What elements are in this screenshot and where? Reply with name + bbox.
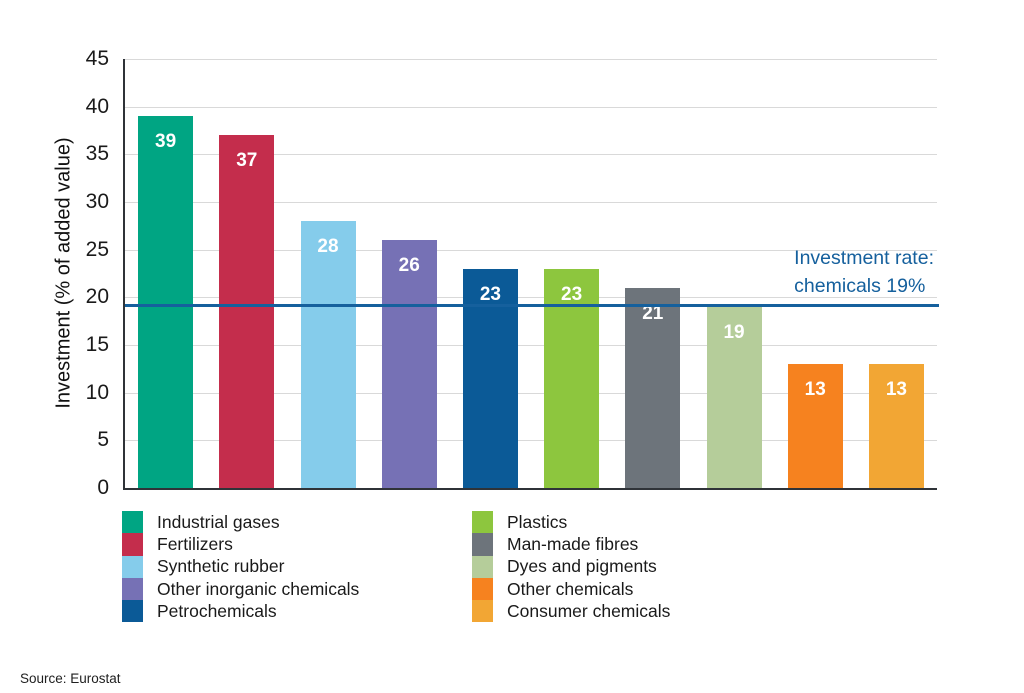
gridline [125, 202, 937, 203]
legend-swatch [472, 533, 493, 556]
legend-item: Fertilizers [122, 533, 359, 556]
legend-column-2: Plastics Man-made fibres Dyes and pigments… [472, 511, 671, 623]
legend-label: Petrochemicals [157, 600, 277, 621]
y-tick-label: 40 [85, 94, 109, 118]
bar-value-label: 13 [804, 379, 826, 401]
legend-swatch [472, 577, 493, 601]
bar-slot: 39 [125, 59, 206, 488]
bar-slot: 21 [612, 59, 693, 488]
bar-petrochemicals: 23 [462, 268, 518, 488]
bar-value-label: 23 [561, 283, 583, 305]
bar-value-label: 37 [236, 150, 258, 172]
legend-item: Plastics [472, 511, 670, 534]
legend-item: Petrochemicals [122, 600, 359, 623]
y-tick-label: 0 [97, 476, 109, 499]
legend-label: Fertilizers [157, 533, 233, 554]
legend-item: Consumer chemicals [472, 600, 671, 623]
bar-value-label: 21 [642, 302, 664, 324]
legend-item: Other chemicals [472, 577, 670, 601]
gridline [125, 59, 937, 60]
gridline [125, 345, 937, 346]
bar-slot: 23 [531, 59, 612, 488]
bar-value-label: 13 [885, 379, 907, 401]
bar-other-inorganic-chemicals: 26 [381, 240, 437, 488]
bar-industrial-gases: 39 [138, 116, 194, 488]
legend-swatch [472, 511, 493, 534]
legend-column-1: Industrial gases Fertilizers Synthetic rub… [122, 511, 360, 623]
bar-slot: 23 [450, 59, 531, 488]
bar-slot: 13 [775, 59, 856, 488]
plot-area: 39 37 28 26 23 23 21 19 13 13 Investment rate: ch… [123, 59, 939, 490]
legend-item: Industrial gases [122, 511, 359, 534]
legend-item: Other inorganic chemicals [122, 577, 360, 601]
bar-dyes-and-pigments: 19 [706, 306, 762, 488]
bar-slot: 37 [206, 59, 287, 488]
bar-slot: 28 [287, 59, 368, 488]
source-note: Source: Eurostat [20, 671, 121, 686]
legend-swatch [122, 555, 143, 578]
legend-swatch [122, 511, 143, 534]
bar-plastics: 23 [544, 268, 600, 488]
bar-value-label: 28 [317, 236, 339, 258]
y-tick-label: 45 [85, 47, 109, 70]
legend-label: Other inorganic chemicals [157, 578, 360, 599]
bar-slot: 19 [693, 59, 774, 488]
legend-label: Consumer chemicals [507, 600, 671, 621]
reference-line [125, 303, 939, 307]
gridline [125, 297, 937, 299]
bar-fertilizers: 37 [219, 135, 275, 488]
y-tick-label: 25 [85, 237, 109, 261]
reference-annotation: Investment rate: chemicals 19% [794, 244, 934, 300]
y-tick-label: 35 [85, 142, 109, 166]
legend-swatch [122, 533, 143, 556]
bar-slot: 13 [856, 59, 937, 488]
bar-man-made-fibres: 21 [625, 287, 681, 488]
legend-swatch [122, 577, 143, 601]
bar-value-label: 23 [479, 283, 501, 305]
y-tick-label: 15 [85, 333, 109, 356]
bar-value-label: 26 [398, 255, 420, 277]
legend-label: Other chemicals [507, 578, 634, 599]
bar-slot: 26 [369, 59, 450, 488]
y-tick-label: 5 [97, 428, 109, 452]
gridline [125, 249, 937, 251]
legend-label: Dyes and pigments [507, 556, 657, 577]
annotation-line-1: Investment rate: [794, 247, 934, 269]
legend-label: Synthetic rubber [157, 556, 285, 577]
legend-item: Dyes and pigments [472, 555, 670, 578]
gridline [125, 154, 937, 156]
legend-item: Synthetic rubber [122, 555, 359, 578]
y-axis-title: Investment (% of added value) [52, 137, 75, 409]
legend-label: Man-made fibres [507, 533, 639, 554]
gridline [125, 392, 937, 394]
gridline [125, 440, 937, 442]
annotation-line-2: chemicals 19% [794, 275, 926, 297]
y-tick-label: 10 [85, 380, 109, 404]
legend-swatch [472, 600, 493, 623]
bar-value-label: 39 [155, 131, 177, 153]
gridline [125, 106, 937, 108]
bar-synthetic-rubber: 28 [300, 221, 356, 488]
legend-label: Plastics [507, 511, 568, 532]
y-tick-label: 30 [85, 190, 109, 213]
bar-value-label: 19 [723, 321, 745, 343]
legend-label: Industrial gases [157, 511, 280, 532]
bar-consumer-chemicals: 13 [868, 364, 924, 488]
legend-item: Man-made fibres [472, 533, 670, 556]
legend-swatch [472, 555, 493, 578]
bar-other-chemicals: 13 [787, 364, 843, 488]
y-tick-label: 20 [85, 285, 109, 309]
legend-swatch [122, 600, 143, 623]
